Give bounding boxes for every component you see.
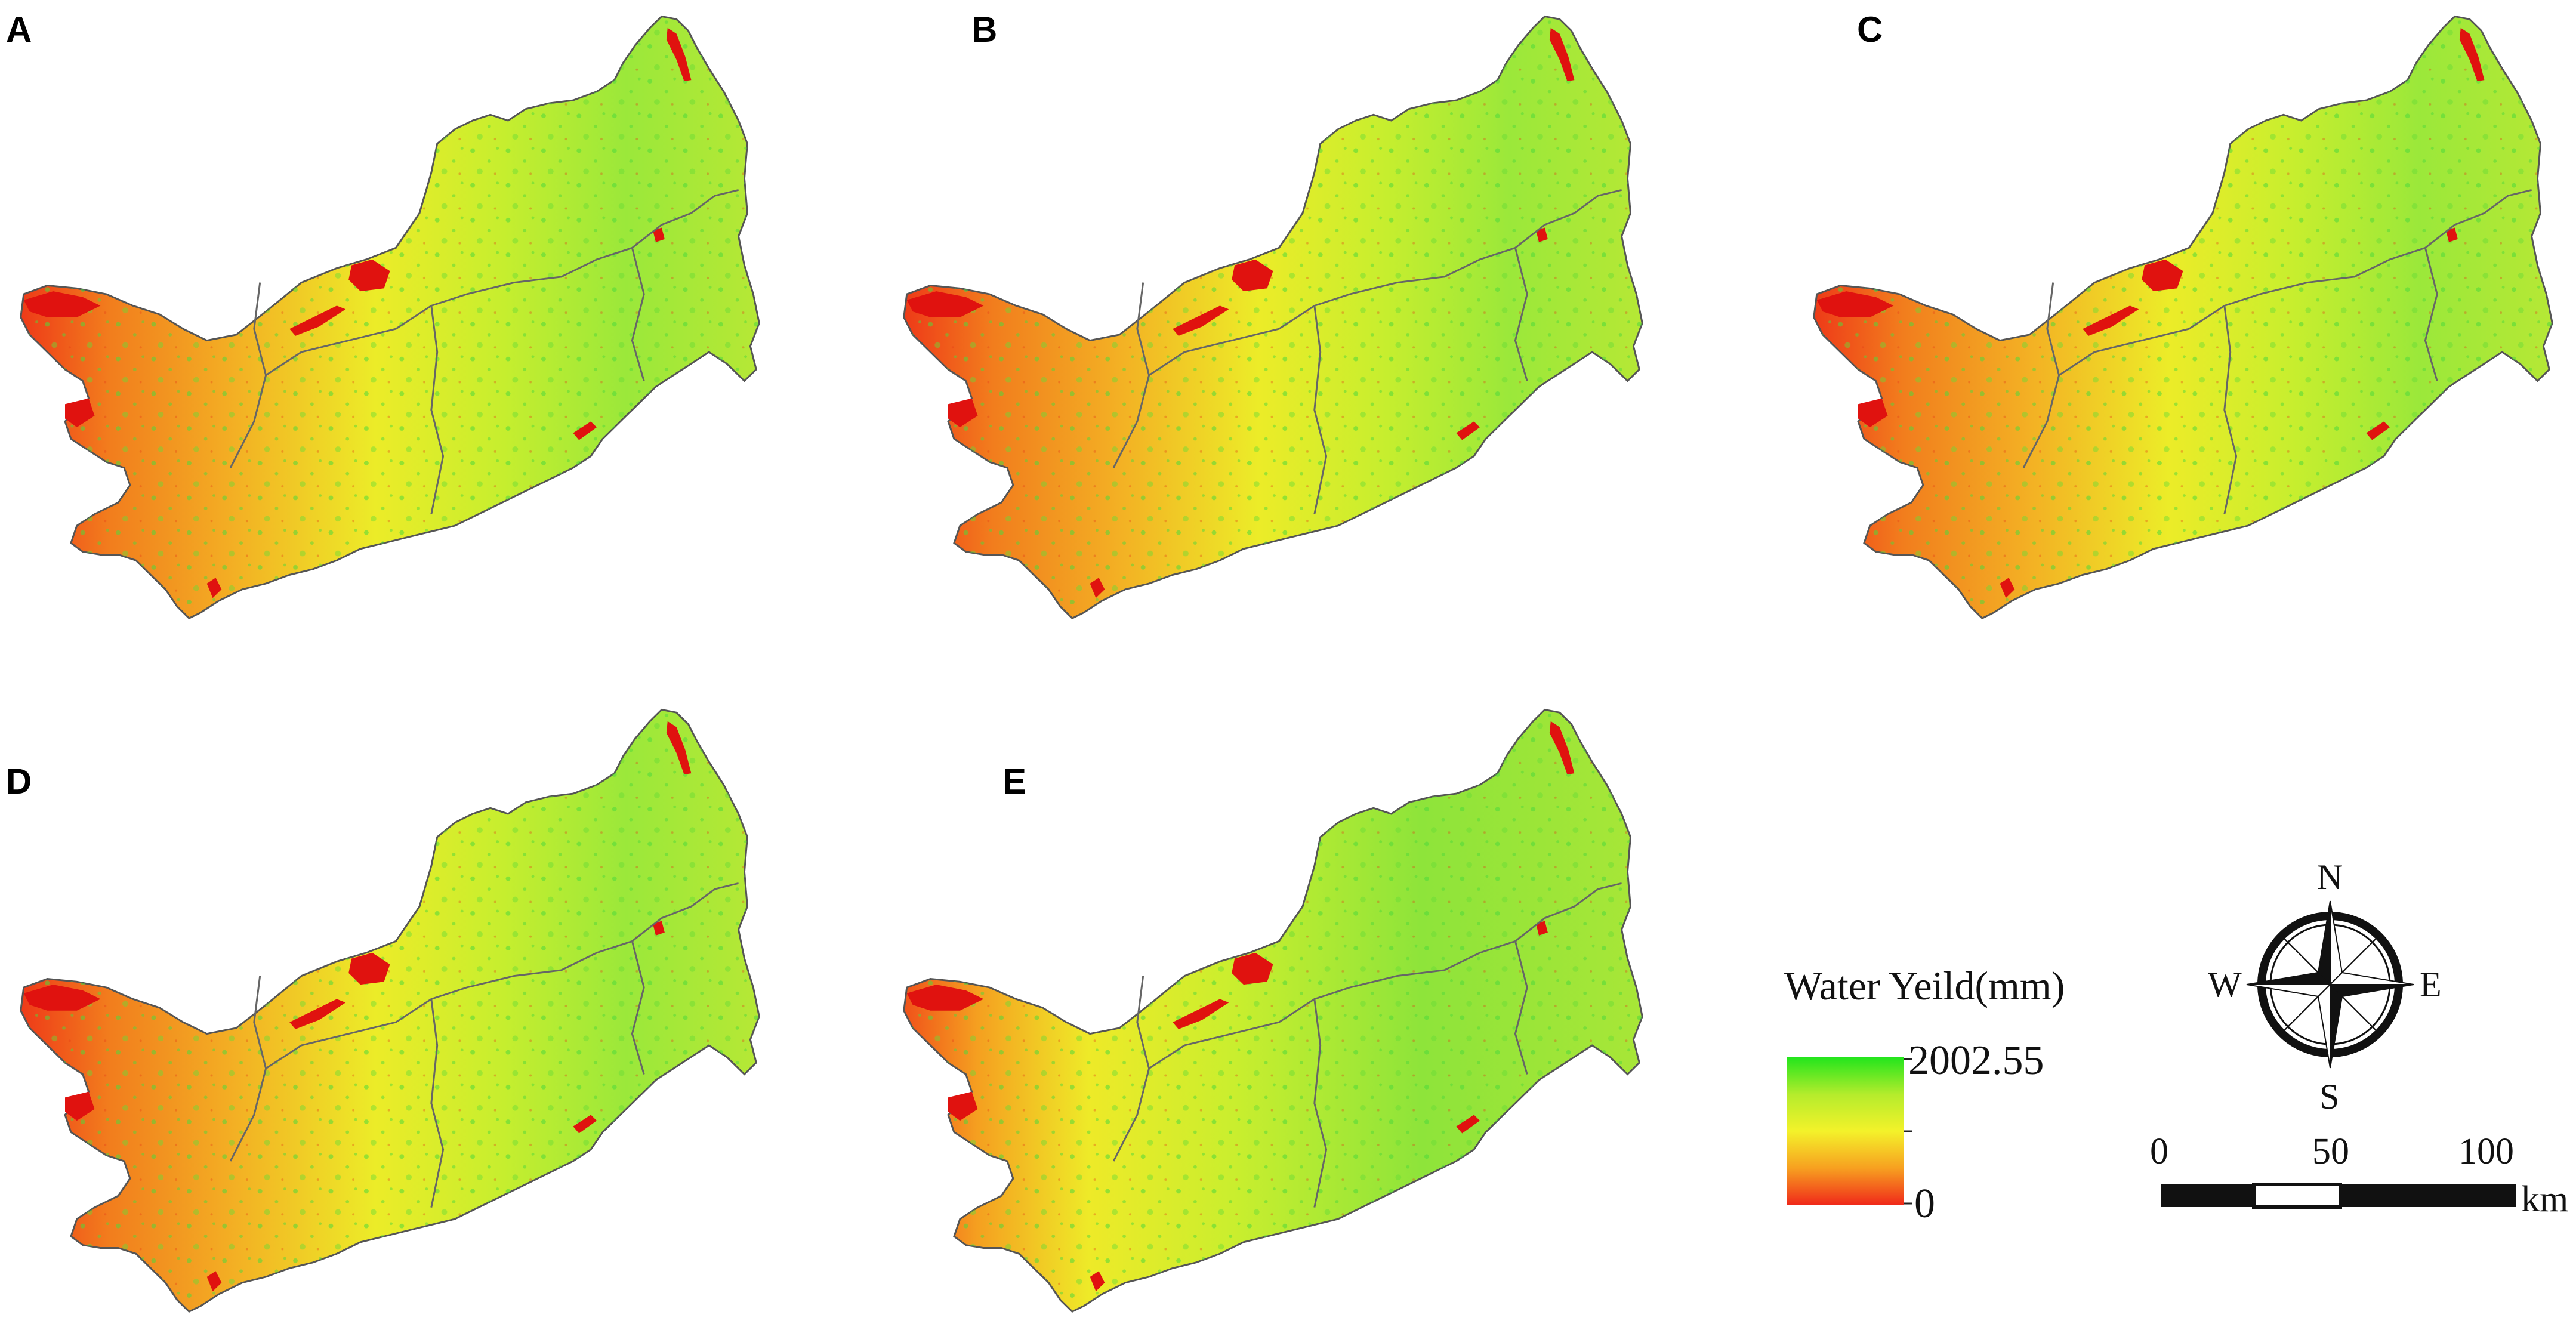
legend-max-label: 2002.55 [1908, 1038, 2044, 1084]
panel-label: C [1857, 10, 1883, 50]
legend-title: Water Yeild(mm) [1784, 963, 2065, 1008]
legend-min-label: 0 [1914, 1181, 1935, 1227]
compass-e: E [2420, 965, 2442, 1004]
scale-tick-100: 100 [2458, 1131, 2514, 1172]
panel-label: B [971, 10, 997, 50]
scale-tick-50: 50 [2312, 1131, 2349, 1172]
panel-label: D [6, 761, 32, 801]
scale-bar: 0 50 100 km [2150, 1131, 2568, 1220]
panel-d: D [6, 708, 760, 1313]
panel-label: A [6, 10, 32, 50]
compass-w: W [2208, 965, 2242, 1004]
compass-cardinal-points [2246, 900, 2414, 1069]
scale-unit: km [2521, 1179, 2568, 1220]
legend: Water Yeild(mm) 2002.55 0 [1784, 963, 2065, 1227]
map-a [20, 15, 760, 619]
scale-segment-2 [2252, 1183, 2342, 1209]
panel-label: E [1002, 761, 1026, 801]
compass-n: N [2317, 857, 2343, 897]
scale-tick-0: 0 [2150, 1131, 2168, 1172]
panel-c: C [1813, 10, 2553, 619]
map-c [1813, 15, 2553, 619]
panel-e: E [903, 708, 1643, 1313]
legend-color-bar [1787, 1057, 1904, 1205]
compass-s: S [2319, 1077, 2339, 1116]
scale-segment-3 [2340, 1184, 2516, 1207]
map-b [903, 15, 1643, 619]
panel-b: B [903, 10, 1643, 619]
panel-a: A [6, 10, 760, 619]
north-arrow: N S E W [2208, 857, 2442, 1116]
scale-segment-1 [2161, 1184, 2254, 1207]
map-d [20, 708, 760, 1313]
